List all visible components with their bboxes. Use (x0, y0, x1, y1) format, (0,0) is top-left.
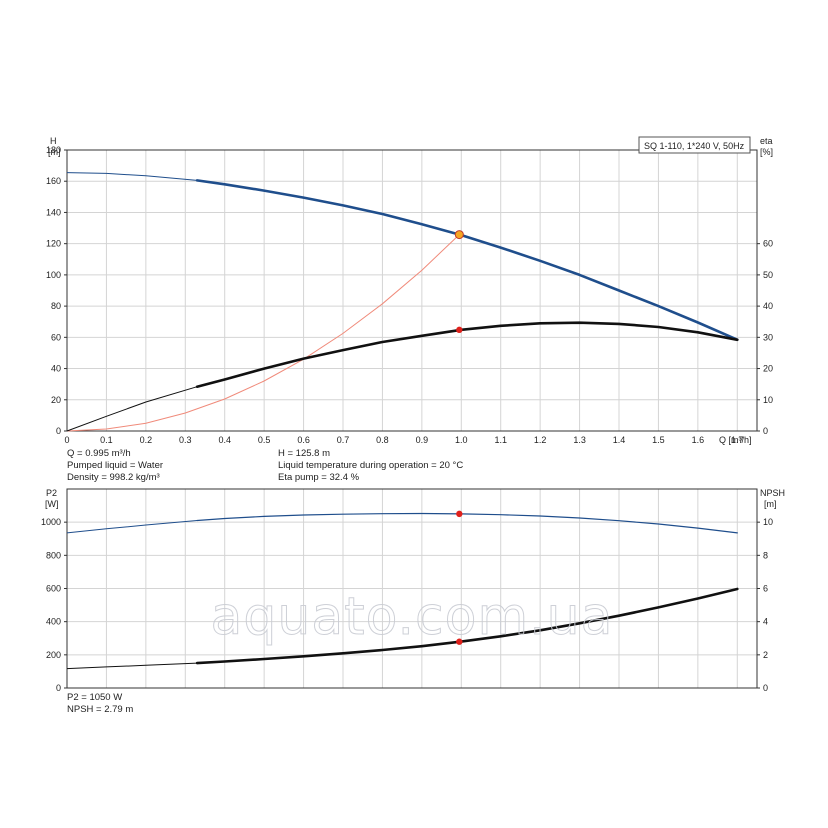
info-eta: Eta pump = 32.4 % (278, 472, 360, 483)
x-tick-label: 0.9 (416, 435, 429, 445)
info-q: Q = 0.995 m³/h (67, 448, 131, 459)
x-tick-label: 1.7 (731, 435, 744, 445)
y-tick-label: 200 (46, 650, 61, 660)
y-tick-label: 160 (46, 176, 61, 186)
y-tick-label: 0 (56, 683, 61, 693)
y2-axis-label: NPSH (760, 488, 785, 498)
y-tick-label: 1000 (41, 517, 61, 527)
operating-point-power (456, 510, 463, 518)
y2-tick-label: 10 (763, 395, 773, 405)
y2-tick-label: 0 (763, 683, 768, 693)
x-tick-label: 1.1 (494, 435, 507, 445)
plot-frame (66, 149, 758, 432)
top-plot: 0 20 40 60 80 100 120 140 160 180 0 10 20 30 40 50 60 0 0.… (46, 136, 773, 483)
y2-axis-unit: [m] (764, 499, 777, 509)
head-curve-line (195, 179, 739, 341)
y-tick-label: 800 (46, 550, 61, 560)
y2-tick-label: 50 (763, 270, 773, 280)
y2-axis-unit: [%] (760, 147, 773, 157)
y2-tick-label: 40 (763, 301, 773, 311)
info-npsh: NPSH = 2.79 m (67, 704, 133, 715)
chart-title: SQ 1-110, 1*240 V, 50Hz (644, 141, 745, 151)
power-curve-line (196, 512, 738, 534)
y-axis-unit: [m] (48, 147, 61, 157)
x-tick-label: 1.0 (455, 435, 468, 445)
y2-tick-label: 10 (763, 517, 773, 527)
y-tick-label: 120 (46, 239, 61, 249)
y2-tick-label: 4 (763, 617, 768, 627)
operating-point-eta (456, 326, 463, 334)
y-tick-label: 100 (46, 270, 61, 280)
eta-curve-line (195, 321, 739, 388)
y-axis-label: P2 (46, 488, 57, 498)
x-tick-label: 0.3 (179, 435, 192, 445)
info-power: P2 = 1050 W (67, 692, 122, 703)
y2-tick-label: 30 (763, 332, 773, 342)
y-tick-label: 60 (51, 332, 61, 342)
info-density: Density = 998.2 kg/m³ (67, 472, 160, 483)
y2-tick-label: 8 (763, 550, 768, 560)
x-tick-label: 0.8 (376, 435, 389, 445)
x-tick-label: 1.6 (692, 435, 705, 445)
x-tick-label: 0.4 (218, 435, 231, 445)
y-tick-label: 600 (46, 584, 61, 594)
x-tick-label: 0.1 (100, 435, 113, 445)
x-tick-label: 1.5 (652, 435, 665, 445)
legend-box (638, 136, 751, 154)
head-curve-thin (66, 172, 198, 181)
x-tick-label: 1.3 (573, 435, 586, 445)
power-curve-thin (66, 520, 198, 534)
x-tick-label: 0.6 (297, 435, 310, 445)
eta-curve-thin (66, 386, 198, 432)
y-tick-label: 80 (51, 301, 61, 311)
bottom-plot: 0 200 400 600 800 1000 0 2 4 6 8 10 P2[W] NPSH[m] P2 =… (41, 488, 785, 715)
info-liquid: Pumped liquid = Water (67, 460, 163, 471)
y-axis-unit: [W] (45, 499, 59, 509)
y-axis-label: H (50, 136, 57, 146)
x-tick-label: 0.7 (337, 435, 350, 445)
x-tick-label: 1.2 (534, 435, 547, 445)
operating-point-head (454, 230, 464, 240)
system-curve-line (66, 234, 460, 432)
y2-tick-label: 60 (763, 239, 773, 249)
y-tick-label: 0 (56, 426, 61, 436)
y2-tick-label: 2 (763, 650, 768, 660)
x-tick-label: 0.5 (258, 435, 271, 445)
y2-tick-label: 6 (763, 584, 768, 594)
x-axis-label: Q [m³/h] (719, 435, 752, 445)
y-tick-label: 400 (46, 617, 61, 627)
y2-tick-label: 0 (763, 426, 768, 436)
operating-point-npsh (456, 638, 463, 645)
y2-tick-label: 20 (763, 364, 773, 374)
x-tick-label: 0.2 (140, 435, 153, 445)
watermark: aquato.com.ua (211, 587, 614, 647)
info-head: H = 125.8 m (278, 448, 330, 459)
y-tick-label: 20 (51, 395, 61, 405)
info-temperature: Liquid temperature during operation = 20… (278, 460, 463, 471)
x-tick-label: 0 (64, 435, 69, 445)
y2-axis-label: eta (760, 136, 773, 146)
x-tick-label: 1.4 (613, 435, 626, 445)
y-tick-label: 180 (46, 145, 61, 155)
npsh-curve-thin (66, 662, 198, 670)
y-tick-label: 140 (46, 207, 61, 217)
y-tick-label: 40 (51, 364, 61, 374)
